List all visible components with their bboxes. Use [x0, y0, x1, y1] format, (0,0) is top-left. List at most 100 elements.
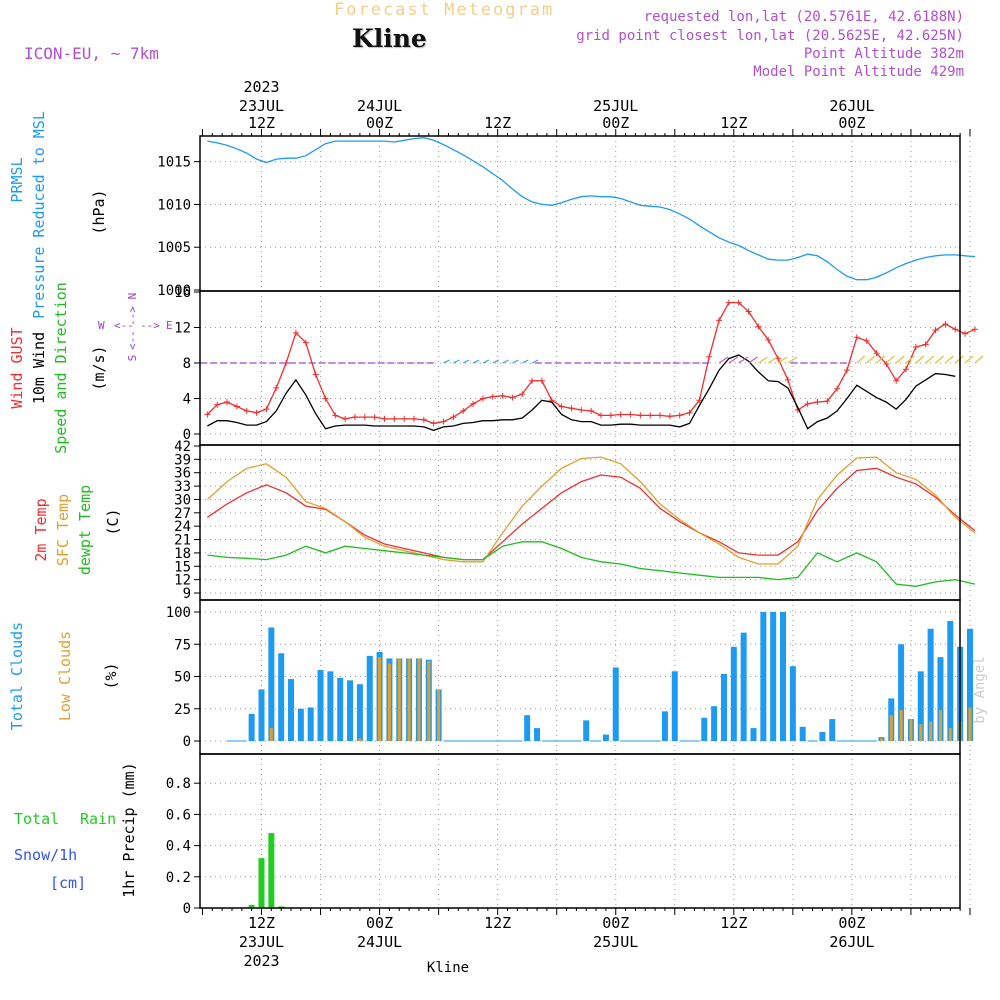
gust-marker	[519, 391, 526, 398]
cloud-bar-total	[780, 612, 787, 741]
cloud-bar-total	[789, 666, 796, 741]
panel-frame	[199, 753, 961, 909]
wind-direction-arrow	[777, 356, 788, 364]
gust-marker	[735, 299, 742, 306]
gridpoint-coords: grid point closest lon,lat (20.5625E, 42…	[576, 28, 964, 44]
cloud-bar-total	[661, 711, 668, 741]
cloud-bar-total	[720, 673, 727, 741]
wind-direction-arrow	[492, 359, 500, 364]
gust-marker	[361, 414, 368, 421]
cloud-bar-low	[407, 658, 411, 741]
gust-marker	[558, 403, 565, 410]
precip-bar	[278, 906, 285, 908]
bottom-axis-label: 00Z	[366, 914, 393, 932]
wind-direction-arrow	[443, 359, 450, 364]
panel-label-prmsl: PRMSL	[8, 157, 26, 202]
station-label: Kline	[427, 960, 469, 976]
gust-marker	[922, 341, 929, 348]
wind-direction-arrow	[521, 359, 529, 364]
cloud-bar-low	[948, 728, 952, 741]
cloud-bar-low	[929, 721, 933, 741]
series-line-10m-wind	[207, 354, 956, 432]
gust-marker	[676, 412, 683, 419]
gust-marker	[470, 400, 477, 407]
gust-marker	[725, 299, 732, 306]
gust-marker	[942, 320, 949, 327]
bottom-axis-label: 23JUL	[239, 933, 284, 951]
gust-marker	[214, 401, 221, 408]
compass-label: <--	[126, 330, 139, 350]
cloud-bar-total	[278, 653, 285, 741]
series-line-2m-temp	[207, 467, 976, 561]
wind-direction-arrow	[512, 359, 519, 364]
cloud-bar-total	[799, 726, 806, 741]
wind-direction-arrow	[974, 355, 984, 364]
top-axis-label: 00Z	[366, 114, 393, 132]
cloud-bar-total	[966, 628, 973, 741]
y-tick-label: 0.8	[166, 776, 191, 792]
gust-marker	[391, 415, 398, 422]
cloud-bar-total	[750, 728, 757, 741]
y-tick-label: 30	[174, 492, 191, 508]
cloud-bar-total	[602, 734, 609, 741]
cloud-bar-total	[937, 657, 944, 741]
gust-marker	[224, 399, 231, 406]
gust-marker	[745, 308, 752, 315]
y-tick-label: 50	[174, 670, 191, 686]
wind-direction-arrow	[944, 355, 954, 364]
panel-label-total-clouds: Total Clouds	[8, 622, 26, 730]
gust-marker	[597, 412, 604, 419]
y-tick-label: 9	[183, 586, 191, 602]
gust-marker	[233, 403, 240, 410]
gust-marker	[450, 414, 457, 421]
y-tick-label: 33	[174, 479, 191, 495]
compass-label: <--	[114, 319, 134, 332]
gust-marker	[637, 412, 644, 419]
cloud-bar-total	[534, 728, 541, 741]
gust-marker	[371, 414, 378, 421]
cloud-bar-total	[819, 731, 826, 741]
wind-direction-arrow	[531, 359, 539, 364]
cloud-bar-total	[770, 612, 777, 741]
gust-marker	[971, 326, 978, 333]
gust-marker	[568, 405, 575, 412]
cloud-bar-low	[358, 738, 362, 741]
y-tick-label: 0	[183, 734, 191, 750]
cloud-bar-low	[417, 658, 421, 741]
wind-direction-arrow	[748, 356, 758, 364]
cloud-bar-low	[909, 719, 913, 741]
y-tick-label: 4	[183, 392, 191, 408]
panel-label-snow: Snow/1h	[14, 846, 77, 864]
top-axis-label: 12Z	[248, 114, 275, 132]
gust-marker	[204, 411, 211, 418]
y-tick-label: 12	[174, 321, 191, 337]
y-tick-label: 39	[174, 452, 191, 468]
panel-unit: (m/s)	[90, 345, 108, 390]
gust-marker	[883, 360, 890, 367]
cloud-bar-total	[760, 612, 767, 741]
wind-direction-arrow	[905, 355, 915, 364]
gust-marker	[342, 415, 349, 422]
cloud-bar-total	[947, 621, 954, 741]
cloud-bar-total	[248, 713, 255, 741]
series-line-sfc-temp	[206, 456, 976, 565]
gust-marker	[962, 330, 969, 337]
cloud-bar-low	[968, 707, 972, 741]
gust-marker	[489, 393, 496, 400]
cloud-bar-low	[879, 738, 883, 741]
top-axis-year: 2023	[243, 78, 279, 96]
gust-marker	[706, 353, 713, 360]
wind-direction-arrow	[787, 356, 798, 364]
panel-label-direction: Speed and Direction	[52, 282, 70, 454]
top-axis-label: 26JUL	[829, 97, 874, 115]
cloud-bar-total	[268, 627, 275, 741]
bottom-axis-label: 24JUL	[357, 933, 402, 951]
gust-marker	[578, 407, 585, 414]
y-tick-label: 27	[174, 506, 191, 522]
panel-label-2m-temp: 2m Temp	[32, 498, 50, 561]
cloud-bar-low	[437, 689, 441, 741]
wind-direction-arrow	[915, 355, 925, 364]
bottom-axis-label: 00Z	[602, 914, 629, 932]
gust-marker	[824, 398, 831, 405]
wind-direction-arrow	[462, 359, 470, 364]
